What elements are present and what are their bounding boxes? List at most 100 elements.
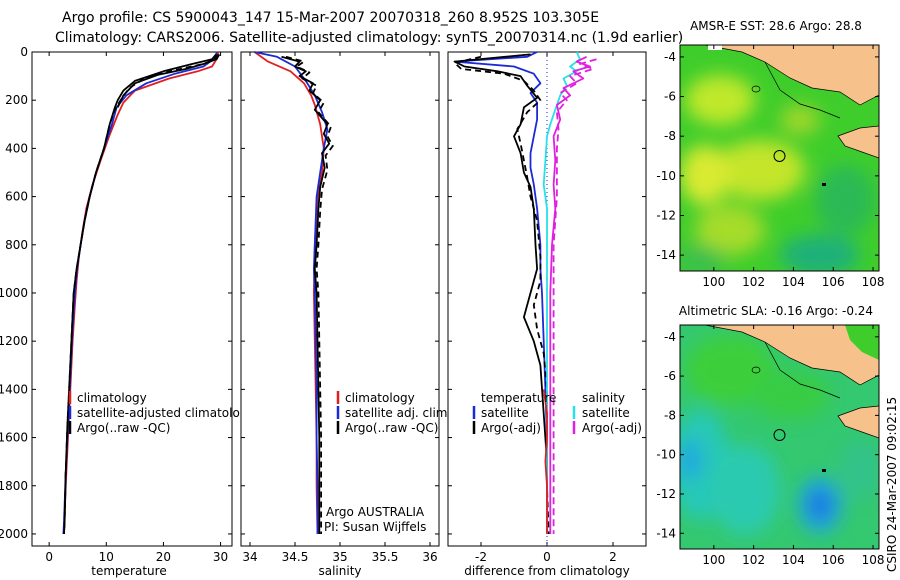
sst-warm-patch — [685, 75, 755, 125]
legend-argo: Argo(..raw -QC) — [77, 421, 170, 435]
salinity-ticks: 34 34.5 35 35.5 36 — [241, 51, 439, 564]
sla-dark-dot — [822, 469, 826, 472]
temperature-panel: 0 10 20 30 0 200 400 600 800 1000 1200 1400 1600 1800… — [0, 45, 255, 578]
difference-series — [453, 51, 597, 535]
sla-patches — [680, 335, 879, 535]
y-tick-label: 1600 — [0, 431, 28, 445]
sst-patches — [680, 75, 875, 271]
x-tick-label: 0 — [543, 550, 551, 564]
difference-legend: temperature satellite Argo(-adj) salinit… — [472, 391, 642, 435]
map-x-tick-label: 104 — [782, 553, 805, 567]
legend-sal-satellite: satellite — [582, 406, 630, 420]
sla-mid-patch — [840, 440, 879, 500]
y-tick-label: 1200 — [0, 334, 28, 348]
salinity-series — [253, 51, 334, 535]
series-argo-var — [116, 53, 221, 108]
map-x-tick-label: 108 — [862, 275, 885, 289]
map-y-tick-label: -10 — [656, 448, 676, 462]
sst-warm-patch — [695, 205, 765, 255]
map-x-tick-label: 100 — [702, 275, 725, 289]
x-tick-label: 34 — [242, 550, 257, 564]
sst-map-title: AMSR-E SST: 28.6 Argo: 28.8 — [690, 19, 862, 33]
sst-argo-marker — [773, 150, 786, 163]
sst-cool-patch — [680, 245, 725, 271]
sst-map-ticks: 100 102 104 106 108 -4 -6 -8 -10 -12 -14 — [656, 45, 884, 289]
side-timestamp: CSIRO 24-Mar-2007 09:02:15 — [885, 397, 899, 572]
sst-white-patch — [708, 45, 722, 50]
temperature-legend: climatology satellite-adjusted climatolo… — [68, 391, 255, 435]
legend-temperature-title: temperature — [481, 391, 556, 405]
x-tick-label: 30 — [213, 550, 228, 564]
sla-land-green-tip — [845, 325, 879, 360]
y-tick-label: 800 — [5, 238, 28, 252]
map-y-tick-label: -4 — [664, 50, 676, 64]
series-salinity-argo — [549, 55, 591, 534]
temperature-ticks: 0 10 20 30 0 200 400 600 800 1000 1200 1400 1600 1800… — [0, 45, 232, 564]
sst-land-sumatra — [704, 45, 879, 106]
sst-warm-patch — [680, 145, 730, 205]
sla-map-field — [680, 325, 879, 549]
legend-temp-argo: Argo(-adj) — [481, 421, 541, 435]
legend-satellite: satellite adj. clim. — [345, 406, 451, 420]
annotation-argo-australia: Argo AUSTRALIA — [326, 505, 425, 519]
y-tick-label: 2000 — [0, 527, 28, 541]
y-tick-label: 600 — [5, 190, 28, 204]
sla-island — [751, 366, 761, 374]
x-tick-label: -2 — [475, 550, 487, 564]
series-argo-raw-qc- — [281, 55, 331, 534]
sla-map-panel: Altimetric SLA: -0.16 Argo: -0.24 100 102… — [656, 304, 884, 567]
sst-coastline-detail — [764, 61, 841, 119]
sla-high-patch — [750, 370, 830, 420]
salinity-panel: 34 34.5 35 35.5 36 climatology satellite adj… — [240, 51, 451, 578]
y-tick-label: 1800 — [0, 479, 28, 493]
sst-warm-patch — [715, 140, 805, 200]
x-tick-label: 0 — [45, 550, 53, 564]
salinity-axes-box — [240, 51, 440, 547]
x-tick-label: 2 — [609, 550, 617, 564]
series-temperature-climatology — [542, 389, 548, 534]
y-tick-label: 400 — [5, 141, 28, 155]
legend-temp-satellite: satellite — [481, 406, 529, 420]
sst-map-panel: AMSR-E SST: 28.6 Argo: 28.8 100 102 104 106… — [656, 19, 884, 289]
map-x-tick-label: 100 — [702, 553, 725, 567]
map-x-tick-label: 106 — [822, 275, 845, 289]
temperature-axes-box — [31, 51, 233, 547]
header-line2: Climatology: CARS2006. Satellite-adjuste… — [55, 30, 683, 46]
x-tick-label: 35 — [332, 550, 347, 564]
x-tick-label: 20 — [156, 550, 171, 564]
sst-dark-dot — [822, 183, 826, 186]
legend-climatology: climatology — [345, 391, 415, 405]
x-tick-label: 35.5 — [372, 550, 399, 564]
header-line1: Argo profile: CS 5900043_147 15-Mar-2007… — [62, 10, 599, 26]
map-x-tick-label: 108 — [862, 553, 885, 567]
map-y-tick-label: -10 — [656, 169, 676, 183]
difference-ticks: -2 0 2 — [448, 51, 646, 564]
y-tick-label: 1000 — [0, 286, 28, 300]
sla-map-title: Altimetric SLA: -0.16 Argo: -0.24 — [679, 304, 873, 318]
sst-map-frame — [679, 44, 880, 272]
sst-warm-patch — [780, 105, 820, 135]
sla-map-frame — [679, 324, 880, 550]
x-tick-label: 36 — [422, 550, 437, 564]
sla-map-ticks: 100 102 104 106 108 -4 -6 -8 -10 -12 -14 — [656, 325, 884, 567]
sst-cool-patch — [815, 165, 875, 235]
annotation-pi: PI: Susan Wijffels — [324, 520, 426, 534]
series-salinity-argo-adj — [552, 58, 597, 534]
y-tick-label: 200 — [5, 93, 28, 107]
sst-island — [751, 85, 761, 93]
sla-land-sumatra — [704, 325, 879, 386]
legend-salinity-title: salinity — [582, 391, 625, 405]
sla-low-patch — [710, 445, 780, 535]
legend-argo: Argo(..raw -QC) — [345, 421, 438, 435]
sla-land-java — [837, 405, 879, 439]
y-tick-label: 0 — [20, 45, 28, 59]
sla-argo-marker — [773, 429, 786, 442]
map-x-tick-label: 106 — [822, 553, 845, 567]
legend-satellite: satellite-adjusted climatology — [77, 406, 255, 420]
map-y-tick-label: -12 — [656, 487, 676, 501]
map-y-tick-label: -14 — [656, 526, 676, 540]
series-temperature-argo-adj — [453, 55, 550, 535]
sst-map-field — [680, 45, 879, 271]
map-x-tick-label: 104 — [782, 275, 805, 289]
